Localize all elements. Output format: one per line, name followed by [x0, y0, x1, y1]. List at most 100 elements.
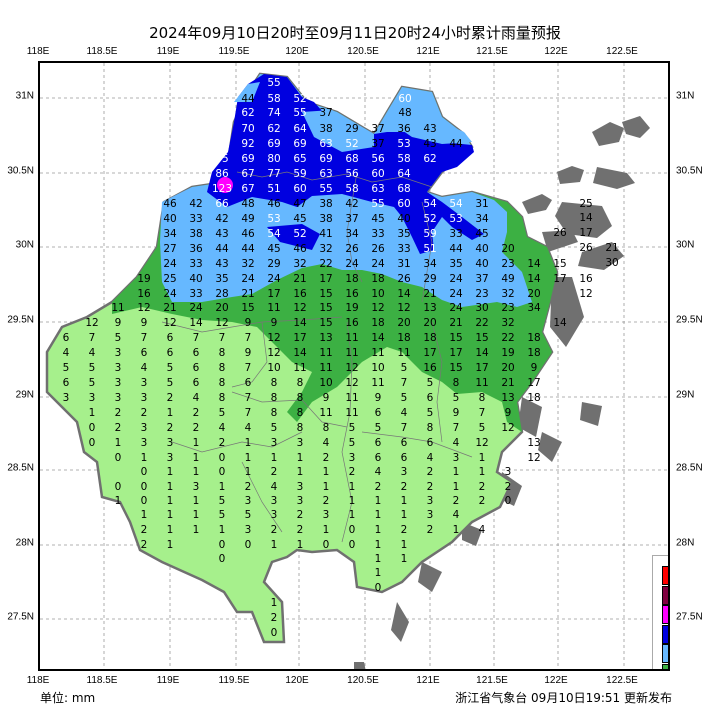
rainfall-value: 66	[215, 198, 229, 210]
rainfall-value: 123	[212, 183, 232, 195]
rainfall-value: 33	[371, 228, 384, 240]
rainfall-value: 40	[189, 273, 202, 285]
rainfall-value: 5	[167, 377, 174, 389]
longitude-label: 120.5E	[347, 675, 379, 686]
rainfall-value: 3	[167, 452, 174, 464]
rainfall-value: 1	[297, 466, 304, 478]
rainfall-value: 13	[319, 332, 332, 344]
rainfall-value: 43	[215, 258, 228, 270]
rainfall-value: 1	[193, 466, 200, 478]
rainfall-value: 18	[527, 392, 540, 404]
rainfall-value: 7	[193, 332, 200, 344]
rainfall-value: 4	[453, 509, 460, 521]
rainfall-value: 7	[245, 332, 252, 344]
rainfall-value: 48	[398, 107, 411, 119]
rainfall-value: 12	[345, 377, 358, 389]
rainfall-value: 12	[397, 302, 410, 314]
rainfall-value: 3	[453, 452, 460, 464]
rainfall-map[interactable]: 55 44 58 52 60 62 74 55 37 48 70 62 64 38 29 37 36 43 92 69…	[38, 61, 670, 671]
rainfall-value: 42	[345, 198, 358, 210]
rainfall-value: 45	[371, 213, 384, 225]
rainfall-value: 3	[323, 509, 330, 521]
rainfall-value: 15	[241, 302, 254, 314]
rainfall-value: 4	[245, 422, 252, 434]
longitude-label: 122E	[544, 46, 568, 57]
rainfall-value: 0	[349, 539, 356, 551]
rainfall-value: 18	[423, 332, 436, 344]
rainfall-value: 59	[293, 168, 306, 180]
longitude-label: 118.5E	[86, 46, 118, 57]
rainfall-value: 77	[267, 168, 280, 180]
rainfall-value: 45	[293, 213, 306, 225]
rainfall-value: 34	[475, 213, 489, 225]
rainfall-value: 1	[245, 452, 252, 464]
rainfall-value: 1	[401, 509, 408, 521]
rainfall-value: 4	[427, 452, 434, 464]
rainfall-value: 0	[141, 481, 148, 493]
rainfall-value: 1	[245, 437, 252, 449]
rainfall-value: 37	[371, 138, 384, 150]
rainfall-value: 29	[423, 273, 436, 285]
rainfall-value: 6	[401, 452, 408, 464]
rainfall-value: 17	[579, 227, 592, 239]
rainfall-value: 5	[219, 509, 226, 521]
rainfall-value: 60	[398, 93, 411, 105]
rainfall-value: 14	[189, 317, 203, 329]
unit-label: 单位: mm	[40, 691, 96, 705]
rainfall-value: 1	[453, 466, 460, 478]
rainfall-value: 46	[267, 198, 281, 210]
rainfall-value: 1	[167, 524, 174, 536]
rainfall-value: 58	[397, 153, 410, 165]
rainfall-value: 64	[293, 123, 307, 135]
legend-swatch	[662, 663, 668, 669]
rainfall-value: 2	[141, 539, 148, 551]
rainfall-value: 40	[397, 213, 410, 225]
rainfall-value: 3	[245, 495, 252, 507]
rainfall-value: 60	[371, 168, 384, 180]
rainfall-value: 5	[349, 437, 356, 449]
rainfall-value: 8	[479, 392, 486, 404]
rainfall-value: 33	[189, 258, 202, 270]
rainfall-value: 3	[297, 481, 304, 493]
rainfall-value: 17	[293, 332, 306, 344]
rainfall-value: 51	[423, 243, 436, 255]
rainfall-value: 1	[375, 524, 382, 536]
rainfall-value: 0	[245, 539, 252, 551]
rainfall-value: 49	[241, 213, 254, 225]
rainfall-value: 55	[371, 198, 384, 210]
rainfall-value: 63	[319, 138, 332, 150]
rainfall-value: 1	[375, 539, 382, 551]
rainfall-value: 32	[501, 288, 514, 300]
rainfall-value: 36	[397, 123, 411, 135]
rainfall-value: 63	[319, 168, 332, 180]
rainfall-value: 15	[319, 317, 332, 329]
rainfall-value: 22	[501, 332, 514, 344]
rainfall-value: 20	[501, 243, 514, 255]
rainfall-value: 8	[297, 392, 304, 404]
rainfall-value: 30	[605, 257, 618, 269]
rainfall-value: 1	[323, 466, 330, 478]
rainfall-value: 4	[89, 347, 96, 359]
rainfall-value: 2	[115, 407, 122, 419]
rainfall-value: 6	[427, 437, 434, 449]
latitude-label: 27.5N	[676, 611, 703, 623]
rainfall-value: 30	[475, 302, 488, 314]
rainfall-value: 21	[605, 242, 618, 254]
latitude-label: 29.5N	[7, 314, 34, 326]
latitude-label: 29N	[676, 389, 695, 401]
rainfall-value: 16	[345, 317, 359, 329]
rainfall-value: 1	[453, 524, 460, 536]
rainfall-value: 64	[397, 168, 411, 180]
rainfall-value: 6	[193, 347, 200, 359]
rainfall-value: 29	[267, 258, 280, 270]
rainfall-value: 8	[219, 347, 226, 359]
rainfall-value: 21	[241, 288, 254, 300]
latitude-label: 31N	[15, 90, 34, 102]
rainfall-value: 12	[267, 332, 280, 344]
rainfall-value: 34	[527, 302, 541, 314]
longitude-label: 122.5E	[606, 675, 638, 686]
rainfall-value: 0	[219, 539, 226, 551]
rainfall-value: 54	[267, 228, 281, 240]
rainfall-value: 15	[449, 362, 462, 374]
rainfall-value: 33	[189, 213, 202, 225]
